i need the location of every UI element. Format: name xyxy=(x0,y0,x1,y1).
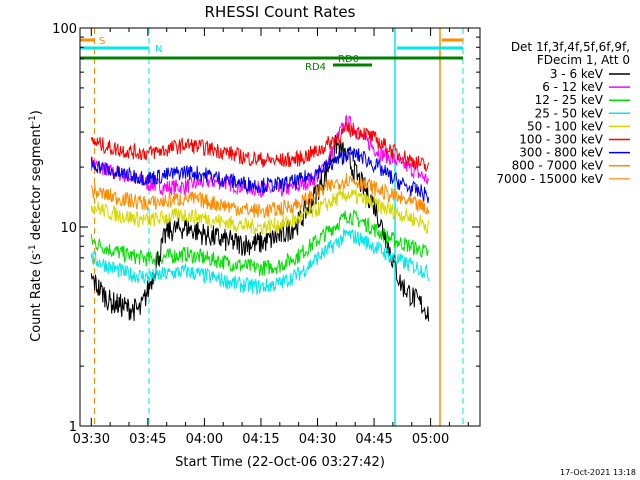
y-tick-label: 100 xyxy=(52,22,77,37)
series-line-4 xyxy=(90,188,430,236)
series-line-2 xyxy=(90,208,429,277)
x-tick-label: 04:30 xyxy=(299,432,336,447)
annotation-label-rd4: RD4 xyxy=(305,62,326,73)
chart-title: RHESSI Count Rates xyxy=(205,3,356,21)
legend-label: 3 - 6 keV xyxy=(550,67,604,81)
series-line-7 xyxy=(90,173,430,219)
x-tick-label: 04:15 xyxy=(242,432,279,447)
series-line-3 xyxy=(90,228,430,296)
footer-timestamp: 17-Oct-2021 13:18 xyxy=(560,468,636,477)
series-line-6 xyxy=(90,146,430,204)
series-line-0 xyxy=(90,134,430,322)
legend-header-1: Det 1f,3f,4f,5f,6f,9f, xyxy=(511,40,630,54)
legend-label: 25 - 50 keV xyxy=(535,106,604,120)
legend-label: 7000 - 15000 keV xyxy=(496,172,603,186)
annotation-label-s: S xyxy=(99,36,105,47)
legend-label: 800 - 7000 keV xyxy=(512,159,604,173)
annotation-layer: S N RD0 RD4 xyxy=(80,28,464,426)
y-tick-label: 10 xyxy=(60,221,77,236)
x-tick-label: 04:45 xyxy=(355,432,392,447)
series-layer xyxy=(90,114,430,322)
x-tick-label: 04:00 xyxy=(186,432,223,447)
y-tick-label: 1 xyxy=(69,420,77,435)
legend-label: 6 - 12 keV xyxy=(542,80,604,94)
legend: Det 1f,3f,4f,5f,6f,9f, FDecim 1, Att 0 3… xyxy=(496,40,630,186)
annotation-label-rd0: RD0 xyxy=(338,54,359,65)
legend-header-2: FDecim 1, Att 0 xyxy=(537,53,630,67)
x-tick-label: 03:30 xyxy=(73,432,110,447)
tick-layer: 03:30 03:45 04:00 04:15 04:30 04:45 05:00 1 10 10… xyxy=(52,22,480,447)
x-tick-label: 05:00 xyxy=(412,432,449,447)
y-axis-label: Count Rate (s-1 detector segment-1) xyxy=(28,110,44,342)
x-axis-label: Start Time (22-Oct-06 03:27:42) xyxy=(175,455,385,470)
legend-label: 50 - 100 keV xyxy=(527,119,604,133)
annotation-label-n: N xyxy=(155,44,162,55)
legend-label: 12 - 25 keV xyxy=(535,93,604,107)
legend-label: 100 - 300 keV xyxy=(519,133,603,147)
x-tick-label: 03:45 xyxy=(129,432,166,447)
legend-label: 300 - 800 keV xyxy=(519,146,603,160)
series-line-5 xyxy=(90,121,430,172)
